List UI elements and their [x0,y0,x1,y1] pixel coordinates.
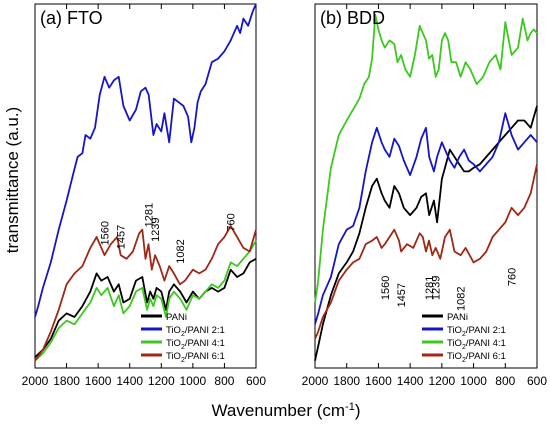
peak-label: 1560 [380,276,392,300]
x-tick-label: 2000 [302,374,329,388]
series-line-0 [34,258,257,358]
x-axis-label-end: ) [355,401,361,420]
x-tick-label: 1400 [116,374,143,388]
x-tick-label: 1200 [148,374,175,388]
x-tick-label: 1000 [460,374,487,388]
peak-label: 760 [226,213,238,231]
x-tick-label: 1600 [85,374,112,388]
peak-label: 1457 [396,283,408,307]
panel-fto: 2000 1800 1600 1400 1200 1000 800 600 (a) FTO 156… [22,3,266,388]
peak-label: 1281 [424,276,436,300]
legend-label: TiO2/PANI 4:1 [447,338,506,351]
legend-label: TiO2/PANI 2:1 [166,325,225,338]
series-line-1 [314,112,538,325]
x-tick-label: 800 [495,374,515,388]
legend-label: TiO2/PANI 2:1 [447,325,506,338]
peak-label: 760 [507,268,519,286]
legend-label: PANi [447,312,468,323]
x-tick-label: 2000 [22,374,49,388]
legend-label: TiO2/PANI 6:1 [447,351,506,364]
peak-label: 1239 [431,276,443,300]
peak-label: 1457 [116,225,128,249]
x-tick-label: 1800 [333,374,360,388]
peak-label: 1082 [456,287,468,311]
plot-frame [314,3,538,369]
peak-label: 1239 [150,217,162,241]
series-line-1 [34,3,257,318]
x-tick-label: 1600 [365,374,392,388]
legend-label: TiO2/PANI 6:1 [166,351,225,364]
peak-label: 1082 [175,239,187,263]
x-axis-label: Wavenumber (cm-1) [212,401,361,420]
peak-label: 1281 [144,203,156,227]
legend-label: PANi [166,312,187,323]
series-line-3 [34,225,257,362]
panel-title: (b) BDD [320,8,385,28]
series-line-0 [314,105,538,361]
series-line-2 [34,240,257,362]
x-tick-label: 1000 [180,374,207,388]
panel-title: (a) FTO [40,8,103,28]
peak-label: 1560 [100,221,112,245]
series-line-3 [314,164,538,340]
x-tick-label: 1400 [397,374,424,388]
x-tick-label: 1800 [53,374,80,388]
y-axis-label: transmittance (a.u.) [3,107,22,253]
x-tick-label: 800 [214,374,234,388]
x-tick-label: 1200 [429,374,456,388]
plot-frame [34,3,257,369]
legend-label: TiO2/PANI 4:1 [166,338,225,351]
x-axis-label-sup: -1 [345,401,355,413]
series-line-2 [314,14,538,303]
panel-bdd: 2000 1800 1600 1400 1200 1000 800 600 (b) BDD 156… [302,3,547,388]
x-tick-label: 600 [527,374,547,388]
x-axis-label-main: Wavenumber (cm [212,401,346,420]
x-tick-label: 600 [246,374,266,388]
